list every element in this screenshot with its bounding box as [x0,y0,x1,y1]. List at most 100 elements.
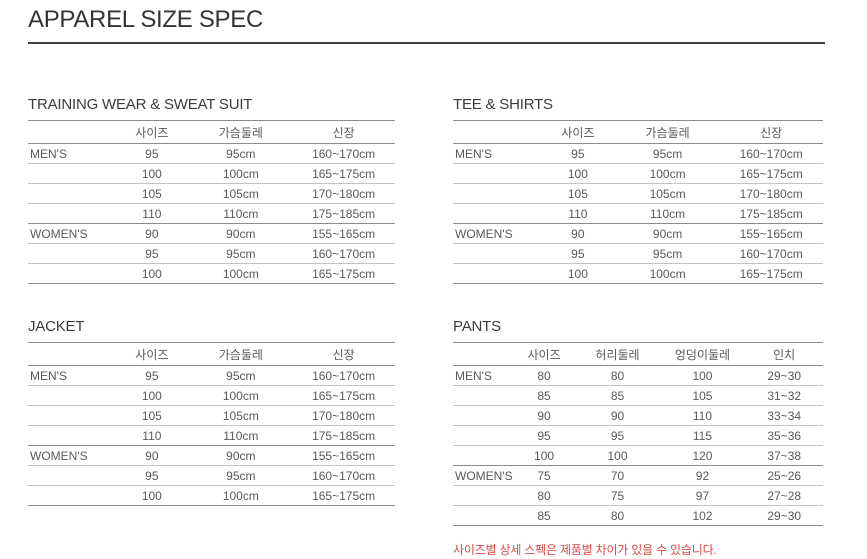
size-value: 85 [512,505,576,526]
table-row: 85 80 102 29~30 [453,505,823,526]
size-value: 175~185cm [292,425,395,446]
size-value: 95cm [189,243,293,264]
table-row: 105 105cm 170~180cm [28,405,395,426]
size-value: 90cm [189,445,293,466]
size-value: 165~175cm [292,263,395,284]
size-value: 175~185cm [719,203,823,224]
size-value: 165~175cm [292,385,395,406]
table-row: 100 100cm 165~175cm [28,263,395,284]
gender-label [453,445,513,466]
size-value: 110cm [189,425,293,446]
size-value: 160~170cm [292,465,395,486]
header-row: 사이즈 가슴둘레 신장 [28,120,395,144]
size-value: 155~165cm [292,223,395,244]
size-table-jacket: 사이즈 가슴둘레 신장 MEN'S 95 95cm 160~170cm 100 100cm 16… [28,342,395,506]
gender-label [453,505,513,526]
size-value: 170~180cm [719,183,823,204]
gender-label [28,425,115,446]
size-value: 33~34 [745,405,823,426]
size-value: 105 [659,385,746,406]
section-tee-shirts: TEE & SHIRTS 사이즈 가슴둘레 신장 MEN'S 95 95cm 160~17… [453,96,823,284]
size-tables-grid: TRAINING WEAR & SWEAT SUIT 사이즈 가슴둘레 신장 MEN… [28,96,825,558]
gender-label [453,485,513,506]
gender-label [28,263,115,284]
gender-label [28,203,115,224]
gender-label [28,405,115,426]
size-value: 80 [512,485,576,506]
gender-label: MEN'S [28,365,115,386]
gender-label: MEN'S [28,143,115,164]
gender-label [453,243,540,264]
table-row: 110 110cm 175~185cm [28,203,395,224]
size-value: 95 [539,143,616,164]
size-value: 95cm [189,365,293,386]
size-value: 160~170cm [719,243,823,264]
header-row: 사이즈 가슴둘레 신장 [453,120,823,144]
table-row: 80 75 97 27~28 [453,485,823,506]
size-value: 95 [539,243,616,264]
size-value: 100 [659,365,746,386]
gender-label: MEN'S [453,143,540,164]
size-value: 100 [114,163,190,184]
table-row: 100 100cm 165~175cm [28,163,395,184]
column-header: 엉덩이둘레 [659,342,746,366]
size-value: 170~180cm [292,405,395,426]
gender-column-header [28,120,115,144]
size-value: 90 [539,223,616,244]
size-value: 90 [114,445,190,466]
size-value: 110cm [189,203,293,224]
table-row: WOMEN'S 75 70 92 25~26 [453,465,823,486]
gender-label [453,385,513,406]
gender-label [453,203,540,224]
size-value: 100 [114,385,190,406]
size-table-pants: 사이즈 허리둘레 엉덩이둘레 인치 MEN'S 80 80 100 29~30 85 85 105 3… [453,342,823,526]
size-value: 80 [575,505,660,526]
page-header: APPAREL SIZE SPEC [28,6,825,44]
size-value: 100cm [615,263,720,284]
size-value: 115 [659,425,746,446]
size-value: 100 [512,445,576,466]
size-value: 105cm [615,183,720,204]
size-value: 95cm [189,465,293,486]
section-training-wear: TRAINING WEAR & SWEAT SUIT 사이즈 가슴둘레 신장 MEN… [28,96,395,284]
header-row: 사이즈 가슴둘레 신장 [28,342,395,366]
size-disclaimer-note: 사이즈별 상세 스펙은 제품별 차이가 있을 수 있습니다. [453,543,717,557]
size-table-training-wear: 사이즈 가슴둘레 신장 MEN'S 95 95cm 160~170cm 100 100cm 16… [28,120,395,284]
size-value: 110 [659,405,746,426]
column-header: 가슴둘레 [189,120,293,144]
size-value: 100cm [189,163,293,184]
size-value: 95cm [189,143,293,164]
table-row: 95 95 115 35~36 [453,425,823,446]
column-header: 가슴둘레 [615,120,720,144]
gender-label [453,425,513,446]
size-value: 100 [114,485,190,506]
table-row: 110 110cm 175~185cm [453,203,823,224]
size-value: 160~170cm [292,143,395,164]
gender-label [28,183,115,204]
table-row: 85 85 105 31~32 [453,385,823,406]
size-value: 110cm [615,203,720,224]
section-title: TRAINING WEAR & SWEAT SUIT [28,96,253,113]
size-value: 85 [512,385,576,406]
table-row: 100 100cm 165~175cm [453,263,823,284]
gender-label [453,183,540,204]
size-value: 31~32 [745,385,823,406]
size-value: 92 [659,465,746,486]
size-value: 165~175cm [292,485,395,506]
size-value: 35~36 [745,425,823,446]
gender-label [453,405,513,426]
size-value: 95 [575,425,660,446]
table-row: 105 105cm 170~180cm [28,183,395,204]
size-value: 90 [512,405,576,426]
size-value: 165~175cm [719,263,823,284]
size-value: 29~30 [745,505,823,526]
table-row: WOMEN'S 90 90cm 155~165cm [453,223,823,244]
size-table-tee-shirts: 사이즈 가슴둘레 신장 MEN'S 95 95cm 160~170cm 100 100cm 16… [453,120,823,284]
size-value: 90 [114,223,190,244]
column-header: 사이즈 [512,342,576,366]
size-value: 75 [575,485,660,506]
gender-label [28,163,115,184]
size-value: 105cm [189,405,293,426]
table-row: MEN'S 95 95cm 160~170cm [453,143,823,164]
size-value: 105 [539,183,616,204]
